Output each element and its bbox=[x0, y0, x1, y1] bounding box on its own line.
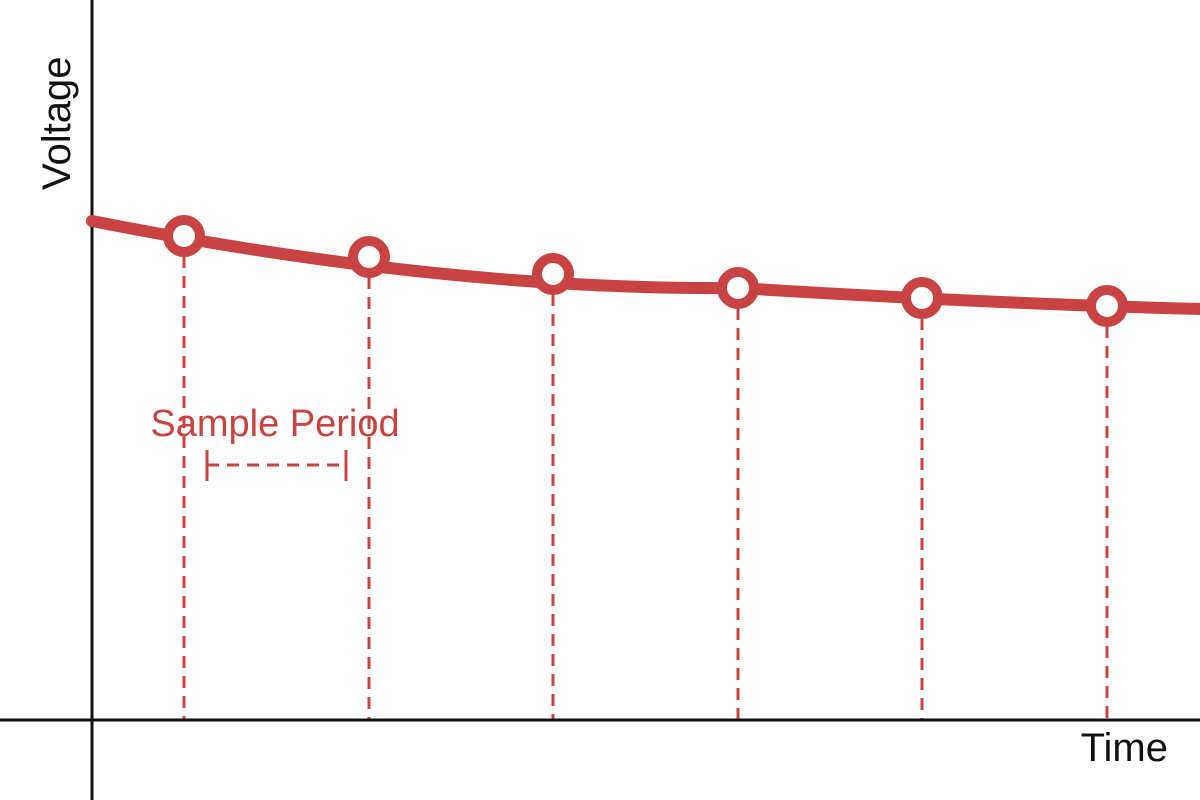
sample-marker-1 bbox=[163, 215, 205, 257]
sample-guides bbox=[182, 236, 1109, 720]
sample-markers bbox=[163, 215, 1128, 327]
sample-period-bracket bbox=[205, 450, 348, 481]
sample-marker-6 bbox=[1086, 285, 1128, 327]
sample-marker-4 bbox=[717, 267, 759, 309]
signal-curve bbox=[86, 215, 1200, 315]
sample-period-label: Sample Period bbox=[150, 403, 399, 445]
y-axis-label: Voltage bbox=[35, 57, 79, 190]
sample-marker-2 bbox=[348, 236, 390, 278]
sample-marker-5 bbox=[901, 277, 943, 319]
x-axis-label: Time bbox=[1081, 726, 1168, 770]
sample-marker-3 bbox=[532, 253, 574, 295]
